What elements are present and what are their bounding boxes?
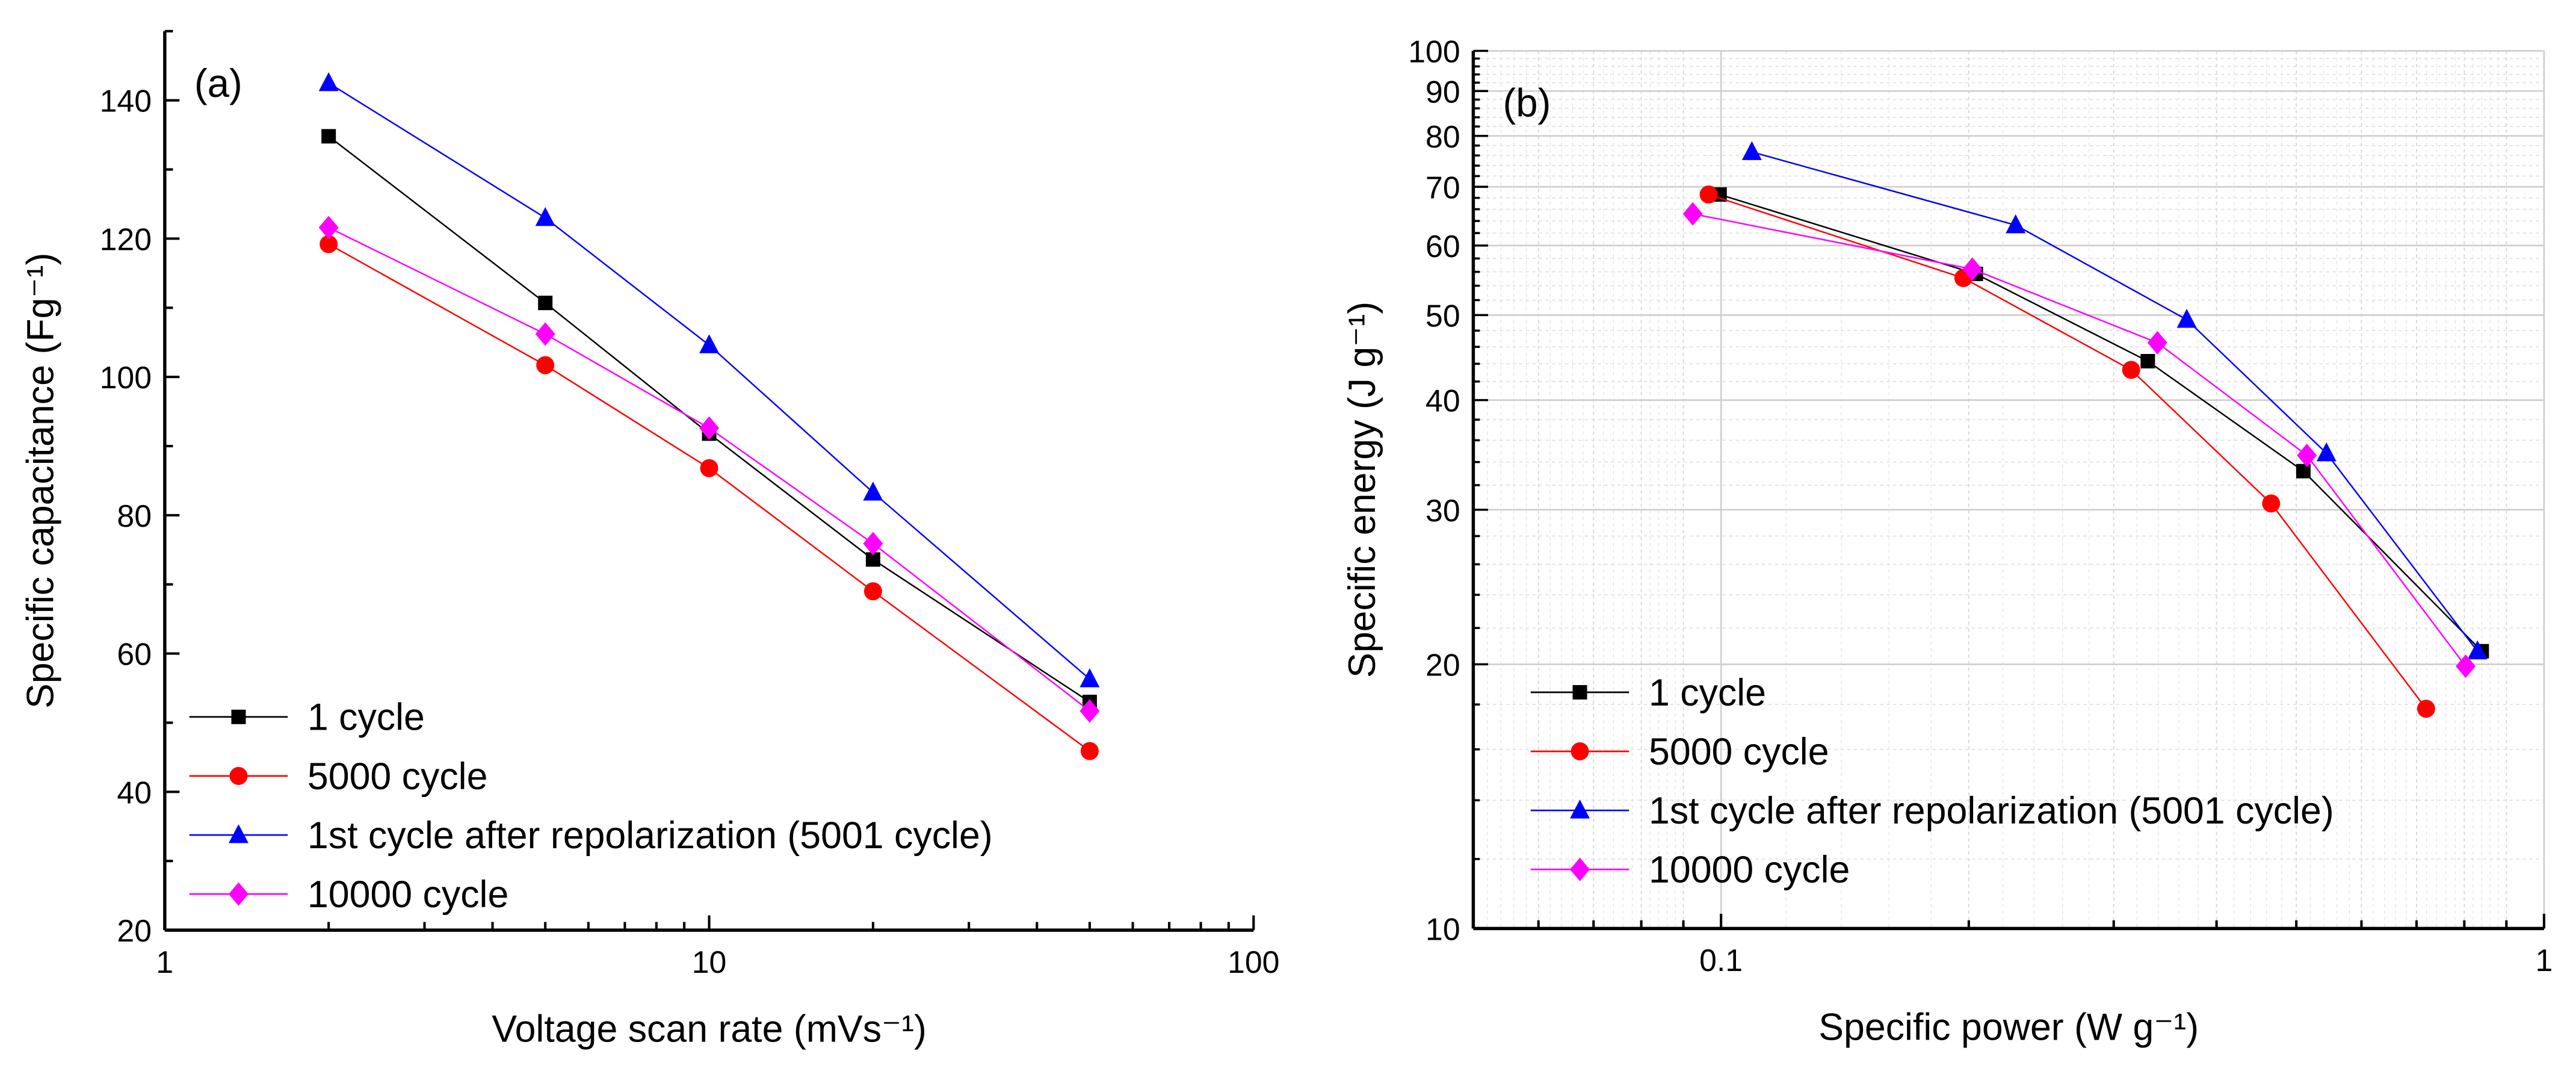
legend-label: 1 cycle [1649, 672, 1766, 714]
y-tick-label: 80 [1425, 119, 1460, 154]
series-2 [1741, 141, 2488, 660]
legend-marker [228, 824, 249, 843]
data-point [536, 356, 555, 374]
legend-label: 10000 cycle [1649, 849, 1850, 891]
data-point [699, 334, 720, 353]
data-point [2006, 214, 2026, 234]
data-point [1682, 202, 1703, 226]
panel-label: (a) [194, 61, 242, 105]
data-point [318, 72, 339, 92]
y-tick-label: 20 [1425, 648, 1460, 683]
data-point [700, 459, 718, 477]
x-tick-label: 0.1 [1699, 943, 1743, 978]
panel-label: (b) [1503, 81, 1551, 125]
chart-b: 0.1 1 10 20 30 40 50 60 70 80 90 100 Specific power … [1341, 34, 2553, 1049]
y-tick-label: 60 [117, 637, 152, 672]
data-point [1741, 141, 1762, 160]
data-point [2176, 309, 2197, 328]
legend-label: 5000 cycle [307, 756, 488, 798]
data-point [2417, 700, 2435, 718]
legend-marker [1570, 857, 1590, 881]
y-tick-label: 40 [1425, 383, 1460, 418]
x-axis-label: Specific power (W g⁻¹) [1818, 1007, 2199, 1049]
legend: 1 cycle 5000 cycle 1st cycle after repolar… [189, 697, 993, 916]
series-2 [318, 72, 1100, 687]
legend: 1 cycle 5000 cycle 1st cycle after repolar… [1530, 672, 2334, 891]
legend-label: 1st cycle after repolarization (5001 cyc… [307, 815, 993, 857]
series-3 [1682, 202, 2476, 678]
data-point [863, 532, 883, 556]
x-tick-label: 10 [692, 945, 727, 979]
y-tick-label: 50 [1425, 298, 1460, 333]
legend-label: 1 cycle [307, 697, 425, 739]
y-axis-label: Specific capacitance (Fg⁻¹) [20, 253, 62, 709]
y-tick-label: 100 [100, 360, 152, 395]
y-tick-label: 20 [117, 913, 152, 948]
y-axis-label: Specific energy (J g⁻¹) [1341, 302, 1383, 678]
data-point [2140, 354, 2155, 368]
legend-label: 1st cycle after repolarization (5001 cyc… [1649, 790, 2334, 832]
data-point [1080, 742, 1099, 760]
data-point [318, 216, 339, 240]
data-point [320, 235, 338, 253]
y-tick-label: 80 [117, 498, 152, 533]
series-1 [320, 235, 1099, 760]
data-point [1962, 257, 1983, 281]
data-point [863, 582, 882, 601]
data-point [535, 322, 555, 346]
y-tick-label: 120 [100, 222, 152, 256]
series-line [328, 243, 1090, 752]
x-tick-label: 1 [156, 945, 173, 979]
data-point [2262, 494, 2281, 513]
data-point [863, 481, 883, 501]
legend-marker [1571, 742, 1589, 761]
y-tick-label: 60 [1425, 229, 1460, 264]
legend-marker [1572, 684, 1587, 700]
data-point [2122, 361, 2140, 379]
legend-marker [229, 766, 248, 785]
data-point [2147, 330, 2167, 355]
chart-a: 1 10 100 20 40 60 80 100 120 140 Voltage scan rate… [20, 29, 1279, 1050]
y-tick-label: 140 [100, 84, 152, 119]
data-point [1699, 185, 1718, 204]
data-point [1080, 668, 1100, 687]
x-tick-label: 100 [1228, 945, 1279, 979]
series-line [1752, 151, 2479, 652]
data-point [535, 206, 555, 226]
legend-marker [231, 709, 246, 724]
y-tick-label: 70 [1425, 170, 1460, 205]
series-line [1719, 193, 2483, 652]
y-tick-label: 10 [1425, 911, 1460, 946]
data-point [865, 552, 880, 567]
y-tick-label: 90 [1425, 74, 1460, 109]
x-tick-label: 1 [2536, 943, 2553, 978]
y-tick-label: 30 [1425, 493, 1460, 528]
data-point [538, 296, 553, 311]
legend-marker [228, 882, 249, 906]
series-0 [1712, 187, 2489, 659]
legend-label: 5000 cycle [1649, 731, 1829, 773]
series-1 [1699, 185, 2435, 718]
x-axis-label: Voltage scan rate (mVs⁻¹) [492, 1008, 927, 1050]
data-point [2297, 443, 2317, 467]
legend-label: 10000 cycle [307, 873, 508, 916]
data-point [2316, 442, 2337, 462]
data-point [2456, 654, 2476, 678]
data-point [321, 129, 336, 144]
y-tick-label: 40 [117, 775, 152, 810]
data-point [2296, 464, 2311, 479]
series-line [328, 82, 1090, 680]
data-point [2467, 640, 2488, 660]
y-tick-label: 100 [1408, 34, 1460, 69]
legend-marker [1570, 799, 1590, 819]
